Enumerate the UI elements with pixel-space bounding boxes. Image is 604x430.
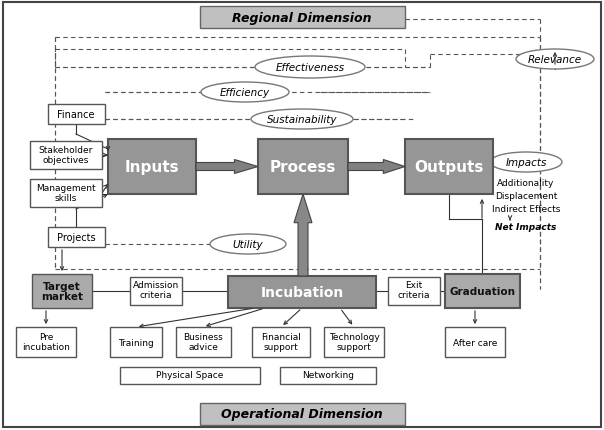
Ellipse shape	[490, 153, 562, 172]
Text: Graduation: Graduation	[449, 286, 515, 296]
Text: Process: Process	[270, 160, 336, 175]
Text: Training: Training	[118, 338, 154, 347]
Text: market: market	[41, 291, 83, 301]
Text: Inputs: Inputs	[124, 160, 179, 175]
FancyBboxPatch shape	[258, 140, 348, 194]
Text: After care: After care	[453, 338, 497, 347]
Text: Incubation: Incubation	[260, 286, 344, 299]
Polygon shape	[294, 194, 312, 276]
FancyBboxPatch shape	[3, 3, 601, 427]
Text: Management: Management	[36, 183, 96, 192]
FancyBboxPatch shape	[405, 140, 493, 194]
Ellipse shape	[516, 50, 594, 70]
FancyBboxPatch shape	[16, 327, 76, 357]
Text: objectives: objectives	[43, 155, 89, 164]
Text: Additionality: Additionality	[497, 178, 554, 187]
Text: Impacts: Impacts	[506, 158, 547, 168]
Ellipse shape	[201, 83, 289, 103]
Text: Finance: Finance	[57, 110, 95, 120]
Text: Financial: Financial	[261, 332, 301, 341]
FancyBboxPatch shape	[228, 276, 376, 308]
FancyBboxPatch shape	[176, 327, 231, 357]
Text: Networking: Networking	[302, 371, 354, 380]
Text: Net Impacts: Net Impacts	[495, 223, 557, 232]
Text: Effectiveness: Effectiveness	[275, 63, 344, 73]
Text: Relevance: Relevance	[528, 55, 582, 65]
Text: Indirect Effects: Indirect Effects	[492, 204, 560, 213]
FancyBboxPatch shape	[30, 141, 102, 169]
FancyBboxPatch shape	[48, 105, 105, 125]
Text: Efficiency: Efficiency	[220, 88, 270, 98]
Text: criteria: criteria	[140, 291, 172, 300]
Text: Sustainability: Sustainability	[267, 115, 337, 125]
FancyBboxPatch shape	[388, 277, 440, 305]
Text: Outputs: Outputs	[414, 160, 484, 175]
Text: Projects: Projects	[57, 233, 95, 243]
FancyBboxPatch shape	[48, 227, 105, 247]
Text: Target: Target	[43, 281, 81, 291]
Text: Pre: Pre	[39, 332, 53, 341]
Text: criteria: criteria	[398, 291, 430, 300]
Polygon shape	[196, 160, 258, 174]
Polygon shape	[348, 160, 405, 174]
Text: support: support	[336, 342, 371, 351]
Text: support: support	[263, 342, 298, 351]
FancyBboxPatch shape	[252, 327, 310, 357]
Text: Displacement: Displacement	[495, 191, 557, 200]
FancyBboxPatch shape	[445, 274, 520, 308]
Text: Utility: Utility	[233, 240, 263, 249]
FancyBboxPatch shape	[30, 180, 102, 208]
FancyBboxPatch shape	[445, 327, 505, 357]
FancyBboxPatch shape	[32, 274, 92, 308]
Text: incubation: incubation	[22, 342, 70, 351]
Ellipse shape	[210, 234, 286, 255]
Text: Technology: Technology	[329, 332, 379, 341]
FancyBboxPatch shape	[108, 140, 196, 194]
FancyBboxPatch shape	[200, 403, 405, 425]
FancyBboxPatch shape	[130, 277, 182, 305]
Text: Physical Space: Physical Space	[156, 371, 223, 380]
Text: advice: advice	[188, 342, 218, 351]
Text: Stakeholder: Stakeholder	[39, 145, 93, 154]
Text: Business: Business	[183, 332, 223, 341]
FancyBboxPatch shape	[280, 367, 376, 384]
FancyBboxPatch shape	[110, 327, 162, 357]
Text: Exit: Exit	[405, 281, 423, 290]
Ellipse shape	[255, 57, 365, 79]
FancyBboxPatch shape	[200, 7, 405, 29]
Text: Regional Dimension: Regional Dimension	[233, 12, 371, 25]
FancyBboxPatch shape	[324, 327, 384, 357]
FancyBboxPatch shape	[120, 367, 260, 384]
Ellipse shape	[251, 110, 353, 130]
Text: skills: skills	[55, 193, 77, 202]
Text: Operational Dimension: Operational Dimension	[221, 408, 383, 421]
Text: Admission: Admission	[133, 281, 179, 290]
